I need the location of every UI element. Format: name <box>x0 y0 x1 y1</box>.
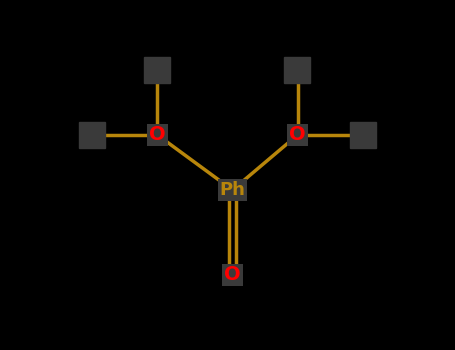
Text: Ph: Ph <box>220 181 245 199</box>
Bar <box>349 122 375 148</box>
Bar <box>80 122 106 148</box>
Text: O: O <box>149 126 166 145</box>
Text: O: O <box>289 126 306 145</box>
Text: O: O <box>224 266 241 285</box>
Bar <box>145 57 171 83</box>
Bar <box>284 57 310 83</box>
